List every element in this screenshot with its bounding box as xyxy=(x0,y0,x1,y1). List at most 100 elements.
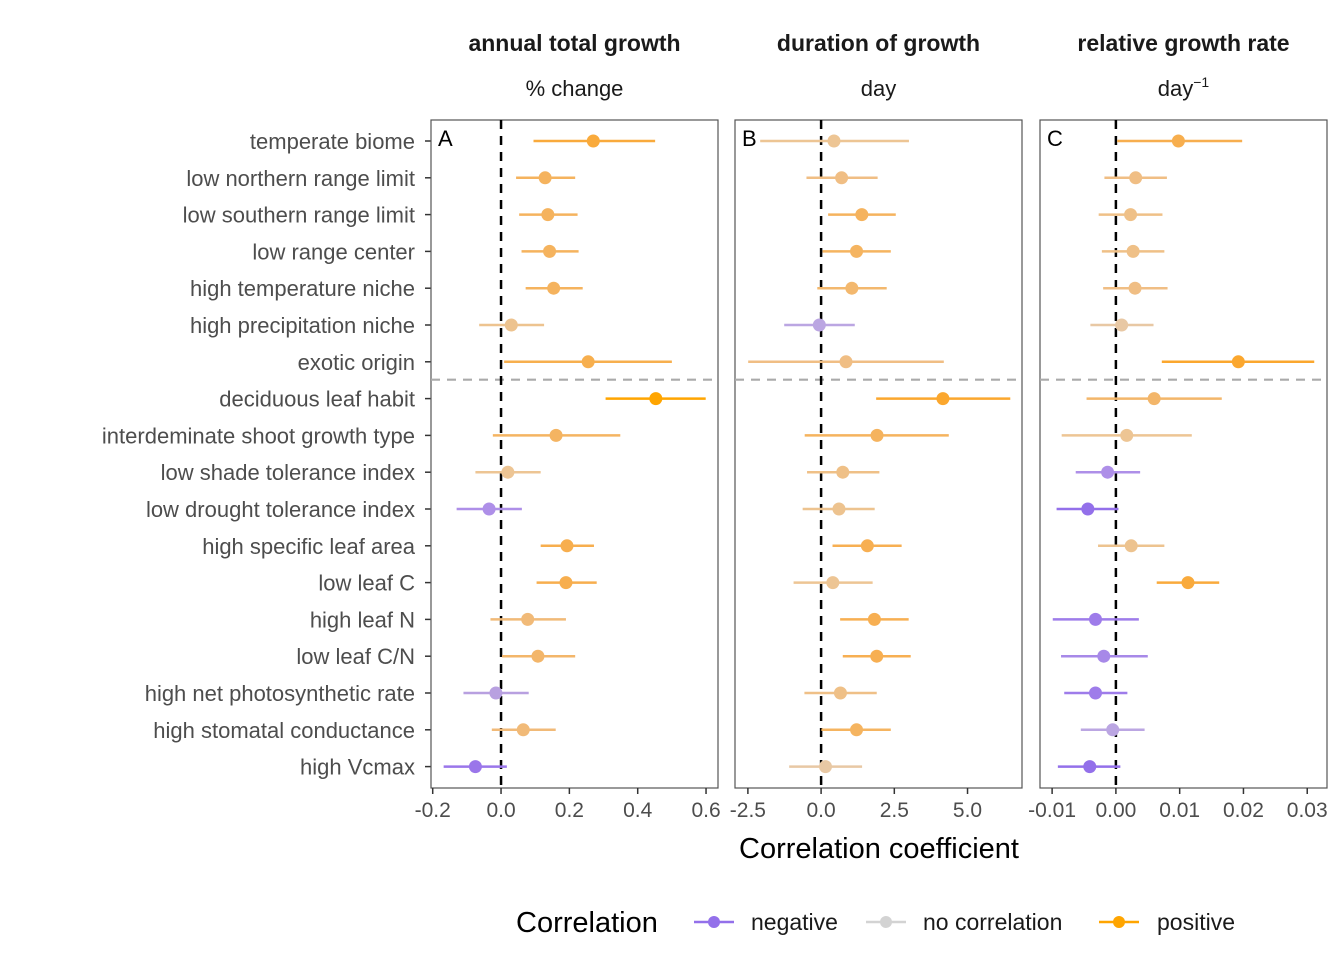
point-estimate xyxy=(581,355,595,369)
point-estimate xyxy=(1147,392,1161,406)
point-estimate xyxy=(504,318,518,332)
point-estimate xyxy=(867,612,881,626)
x-tick-label: -2.5 xyxy=(730,799,766,822)
point-estimate xyxy=(543,244,557,258)
y-tick-label: high specific leaf area xyxy=(202,534,416,559)
point-estimate xyxy=(1088,612,1102,626)
y-tick-label: exotic origin xyxy=(298,350,415,375)
legend-item-no-correlation: no correlation xyxy=(866,909,1062,935)
point-estimate xyxy=(521,612,535,626)
point-estimate xyxy=(1128,281,1142,295)
point-estimate xyxy=(835,171,849,185)
point-estimate xyxy=(516,723,530,737)
y-tick-label: temperate biome xyxy=(250,129,415,154)
point-estimate xyxy=(1181,576,1195,590)
point-estimate xyxy=(936,392,950,406)
point-estimate xyxy=(1101,465,1115,479)
point-estimate xyxy=(541,208,555,222)
point-estimate xyxy=(812,318,826,332)
panel-title: relative growth rate xyxy=(1077,30,1289,56)
panel-frame xyxy=(430,119,719,789)
panel-tag: C xyxy=(1047,126,1063,151)
panel-a: annual total growth % change A -0.2 0.0 0.2 0.… xyxy=(415,30,721,822)
y-tick-label: low northern range limit xyxy=(186,166,415,191)
point-estimate xyxy=(1083,760,1097,774)
legend-key-point xyxy=(880,916,892,928)
point-estimate xyxy=(836,465,850,479)
y-tick-label: high leaf N xyxy=(310,607,415,632)
legend-key-point xyxy=(1113,916,1125,928)
point-estimate xyxy=(1120,428,1134,442)
legend-key-point xyxy=(708,916,720,928)
y-tick-label: low drought tolerance index xyxy=(146,497,415,522)
x-tick-label: 0.00 xyxy=(1095,799,1136,822)
panel-title: duration of growth xyxy=(777,30,980,56)
y-tick-label: interdeminate shoot growth type xyxy=(102,423,415,448)
point-estimate xyxy=(832,502,846,516)
x-tick-label: 0.4 xyxy=(623,799,653,822)
point-estimate xyxy=(531,649,545,663)
point-estimate xyxy=(1129,171,1143,185)
y-tick-label: high net photosynthetic rate xyxy=(145,681,415,706)
y-axis-labels: temperate biome low northern range limit l… xyxy=(102,129,431,780)
x-tick-label: 0.02 xyxy=(1223,799,1264,822)
point-estimate xyxy=(826,576,840,590)
point-estimate xyxy=(547,281,561,295)
point-estimate xyxy=(559,576,573,590)
y-tick-label: low southern range limit xyxy=(183,203,415,228)
point-estimate xyxy=(839,355,853,369)
y-tick-label: high Vcmax xyxy=(300,755,415,780)
point-estimate xyxy=(1124,539,1138,553)
point-estimate xyxy=(1097,649,1111,663)
point-estimate xyxy=(489,686,503,700)
legend: Correlation negative no correlation positi… xyxy=(516,907,1235,939)
legend-item-positive: positive xyxy=(1099,909,1235,935)
panel-title: annual total growth xyxy=(468,30,680,56)
point-estimate xyxy=(1231,355,1245,369)
point-estimate xyxy=(1124,208,1138,222)
point-estimate xyxy=(560,539,574,553)
y-tick-label: deciduous leaf habit xyxy=(219,387,415,412)
y-tick-label: low range center xyxy=(252,239,415,264)
x-tick-label: 0.2 xyxy=(555,799,584,822)
point-estimate xyxy=(850,244,864,258)
x-axis-title: Correlation coefficient xyxy=(739,833,1019,865)
point-estimate xyxy=(870,428,884,442)
panel-tag: B xyxy=(742,126,757,151)
y-tick-label: high precipitation niche xyxy=(190,313,415,338)
panel-unit: % change xyxy=(526,76,624,101)
panel-unit: day−1 xyxy=(1158,74,1210,101)
point-estimate xyxy=(1081,502,1095,516)
point-estimate xyxy=(860,539,874,553)
y-tick-label: high temperature niche xyxy=(190,276,415,301)
x-tick-label: -0.2 xyxy=(415,799,451,822)
point-estimate xyxy=(649,392,663,406)
point-estimate xyxy=(1171,134,1185,148)
y-tick-label: low leaf C/N xyxy=(296,644,415,669)
panel-c: relative growth rate day−1 C -0.01 0.00 0.01 0… xyxy=(1028,30,1327,822)
legend-label: positive xyxy=(1157,909,1235,935)
point-estimate xyxy=(1115,318,1129,332)
point-estimate xyxy=(855,208,869,222)
point-estimate xyxy=(482,502,496,516)
x-tick-label: 0.0 xyxy=(486,799,515,822)
point-estimate xyxy=(827,134,841,148)
point-estimate xyxy=(1106,723,1120,737)
panel-frame xyxy=(734,119,1023,789)
legend-item-negative: negative xyxy=(694,909,838,935)
point-estimate xyxy=(850,723,864,737)
x-tick-label: 0.01 xyxy=(1159,799,1200,822)
point-estimate xyxy=(818,760,832,774)
x-tick-label: 0.6 xyxy=(691,799,720,822)
legend-title: Correlation xyxy=(516,907,658,939)
x-tick-label: 5.0 xyxy=(953,799,982,822)
x-tick-label: 0.03 xyxy=(1287,799,1328,822)
point-estimate xyxy=(833,686,847,700)
legend-label: negative xyxy=(751,909,838,935)
y-tick-label: high stomatal conductance xyxy=(153,718,415,743)
x-tick-label: 2.5 xyxy=(880,799,909,822)
point-estimate xyxy=(1088,686,1102,700)
point-estimate xyxy=(845,281,859,295)
y-tick-label: low leaf C xyxy=(318,571,415,596)
